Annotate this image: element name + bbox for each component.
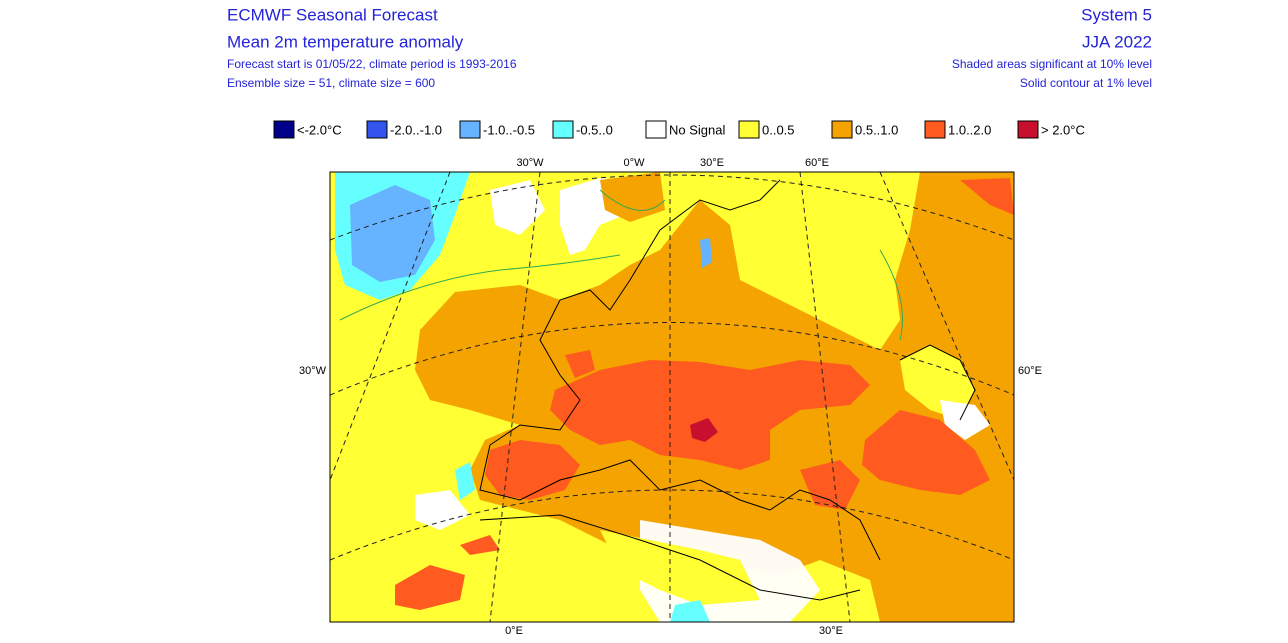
legend-label: 1.0..2.0: [948, 122, 991, 137]
bottom-lon-label: 30°E: [819, 625, 843, 637]
legend-swatch: [552, 120, 574, 139]
top-lon-label: 30°W: [516, 157, 544, 169]
header-note: Ensemble size = 51, climate size = 600: [227, 76, 435, 90]
legend-label: -1.0..-0.5: [483, 122, 535, 137]
legend-swatch: [831, 120, 853, 139]
header-title: ECMWF Seasonal Forecast: [227, 5, 438, 24]
legend: <-2.0°C -2.0..-1.0 -1.0..-0.5 -0.5..0 No Sig…: [273, 120, 1085, 139]
legend-swatch: [1017, 120, 1039, 139]
left-lon-label: 30°W: [299, 365, 327, 377]
header-note: Solid contour at 1% level: [1020, 76, 1152, 90]
header-season: JJA 2022: [1082, 32, 1152, 51]
legend-swatch: [738, 120, 760, 139]
right-lon-label: 60°E: [1018, 365, 1042, 377]
legend-label: 0..0.5: [762, 122, 795, 137]
legend-swatch: [273, 120, 295, 139]
top-lon-label: 0°W: [624, 157, 646, 169]
legend-label: -0.5..0: [576, 122, 613, 137]
legend-swatch: [924, 120, 946, 139]
legend-label: <-2.0°C: [297, 122, 342, 137]
map-frame: [329, 171, 1015, 623]
legend-label: -2.0..-1.0: [390, 122, 442, 137]
legend-label: > 2.0°C: [1041, 122, 1085, 137]
header-subtitle: Mean 2m temperature anomaly: [227, 32, 464, 51]
map-lines: [330, 172, 1014, 622]
legend-label: No Signal: [669, 122, 725, 137]
header-note: Forecast start is 01/05/22, climate peri…: [227, 57, 517, 71]
legend-label: 0.5..1.0: [855, 122, 898, 137]
top-lon-label: 30°E: [700, 157, 724, 169]
top-lon-label: 60°E: [805, 157, 829, 169]
bottom-lon-label: 0°E: [505, 625, 523, 637]
header-note: Shaded areas significant at 10% level: [952, 57, 1152, 71]
legend-swatch: [366, 120, 388, 139]
map-shading: [330, 172, 1014, 622]
legend-swatch: [645, 120, 667, 139]
header-system: System 5: [1081, 5, 1152, 24]
legend-swatch: [459, 120, 481, 139]
map-labels: 30°W 0°W 30°E 60°E 30°W 60°E 0°E 30°E: [299, 157, 1042, 637]
